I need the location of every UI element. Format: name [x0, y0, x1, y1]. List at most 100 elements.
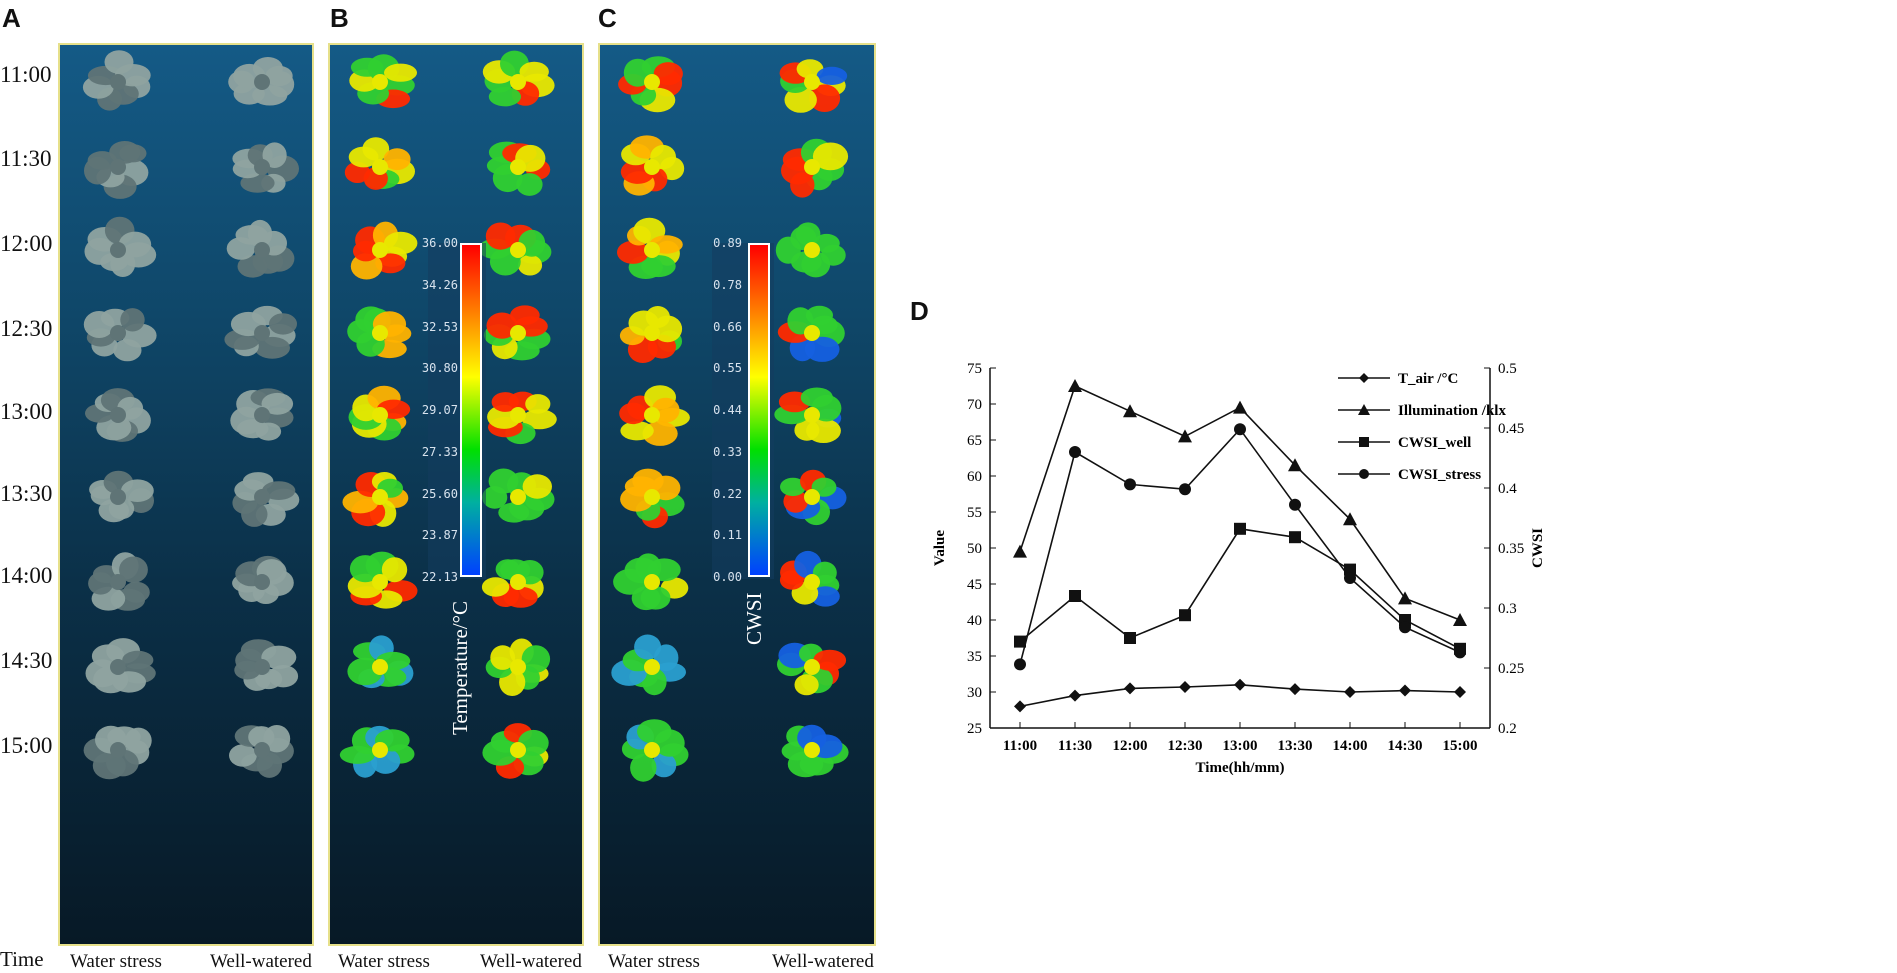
legend: T_air /°C Illumination /klx CWSI_well CWSI_… [1338, 371, 1506, 483]
data-point [1014, 700, 1026, 713]
data-point [1289, 498, 1301, 511]
plant-image [226, 219, 295, 278]
leaf-center [372, 489, 388, 505]
temperature-tick: 22.13 [421, 570, 458, 584]
data-point [1014, 658, 1026, 671]
plant-image [232, 555, 294, 604]
label-b-well-watered: Well-watered [480, 951, 582, 972]
leaf [262, 142, 287, 168]
leaf-center [254, 159, 270, 175]
leaf [517, 254, 543, 276]
label-c-well-watered: Well-watered [772, 951, 874, 972]
leaf-center [372, 74, 388, 90]
temperature-tick: 34.26 [421, 277, 458, 292]
plant-image [84, 141, 149, 199]
data-point [1013, 544, 1027, 558]
plant-image [619, 306, 683, 363]
data-point [1123, 404, 1137, 418]
leaf-center [254, 489, 270, 505]
leaf-center [804, 407, 820, 423]
data-point [1069, 446, 1081, 458]
label-c-water-stress: Water stress [608, 951, 700, 972]
leaf-center [254, 574, 270, 590]
leaf-center [372, 574, 388, 590]
y2-axis-label: CWSI [1530, 528, 1546, 568]
cwsi-tick: 0.00 [713, 570, 742, 584]
plant-image [482, 468, 555, 523]
x-tick-label: 11:00 [1003, 738, 1037, 754]
x-tick-label: 13:30 [1278, 738, 1313, 754]
data-point [1344, 686, 1356, 698]
leaf-center [110, 159, 126, 175]
plant-image [611, 634, 686, 696]
leaf [521, 645, 551, 673]
plant-image [232, 142, 299, 193]
leaf [381, 557, 408, 583]
leaf [784, 87, 817, 113]
leaf-center [110, 489, 126, 505]
leaf [816, 66, 848, 85]
leaf [237, 255, 268, 278]
leaf-center [510, 659, 526, 675]
leaf-center [372, 659, 388, 675]
right-tick-label: 0.5 [1498, 361, 1517, 377]
temperature-tick: 30.80 [421, 361, 458, 376]
plant-image [486, 141, 551, 196]
leaf [498, 502, 530, 523]
leaf-center [510, 325, 526, 341]
time-label: 15:00 [0, 733, 53, 758]
leaf [654, 644, 679, 672]
leaf-center [510, 742, 526, 758]
cwsi-tick: 0.89 [713, 236, 742, 250]
y-axis-label: Value [932, 530, 948, 566]
plant-image [775, 222, 846, 278]
data-point [1069, 590, 1081, 602]
plant-image [779, 550, 840, 607]
plant-image [339, 725, 415, 778]
plant-image [481, 559, 544, 608]
leaf-center [804, 742, 820, 758]
leaf [620, 421, 654, 441]
plant-image [89, 470, 154, 523]
left-tick-label: 25 [967, 721, 982, 737]
x-tick-label: 11:30 [1058, 738, 1092, 754]
leaf [525, 394, 551, 414]
leaf [813, 649, 847, 671]
cwsi-gradient [748, 243, 770, 577]
data-point [1179, 680, 1191, 693]
leaf-center [644, 242, 660, 258]
plant-image [619, 385, 690, 446]
plant-layer [339, 50, 557, 779]
plant-image [85, 388, 151, 442]
plant-image [618, 56, 683, 113]
cwsi-tick: 0.22 [713, 486, 742, 501]
temperature-bar-title: Temperature/°C [448, 600, 472, 735]
plant-image [229, 725, 294, 778]
leaf [522, 474, 552, 499]
data-point [1234, 678, 1246, 691]
leaf-center [110, 407, 126, 423]
data-point [1289, 683, 1301, 696]
time-label: 12:30 [0, 316, 53, 341]
leaf-center [254, 325, 270, 341]
leaf [522, 409, 557, 430]
data-point [1344, 563, 1356, 576]
leaf-center [110, 242, 126, 258]
line-chart-d: 25 30 35 40 45 50 55 60 65 70 75 0.2 0.25 0.3 0.35 0.4… [932, 361, 1546, 776]
plant-image [234, 639, 299, 691]
panel-label-c: C [598, 3, 617, 33]
plant-image [344, 137, 415, 190]
label-b-water-stress: Water stress [338, 951, 430, 972]
left-tick-label: 30 [967, 685, 982, 701]
plant-image [224, 305, 297, 359]
plant-image [621, 719, 689, 782]
panel-label-b: B [330, 3, 349, 33]
plant-image [777, 642, 847, 696]
leaf [617, 240, 649, 264]
plant-image [617, 217, 683, 279]
leaf-center [110, 659, 126, 675]
leaf-center [110, 574, 126, 590]
leaf [490, 645, 516, 670]
plant-image [613, 553, 689, 611]
label-a-well-watered: Well-watered [210, 951, 312, 972]
